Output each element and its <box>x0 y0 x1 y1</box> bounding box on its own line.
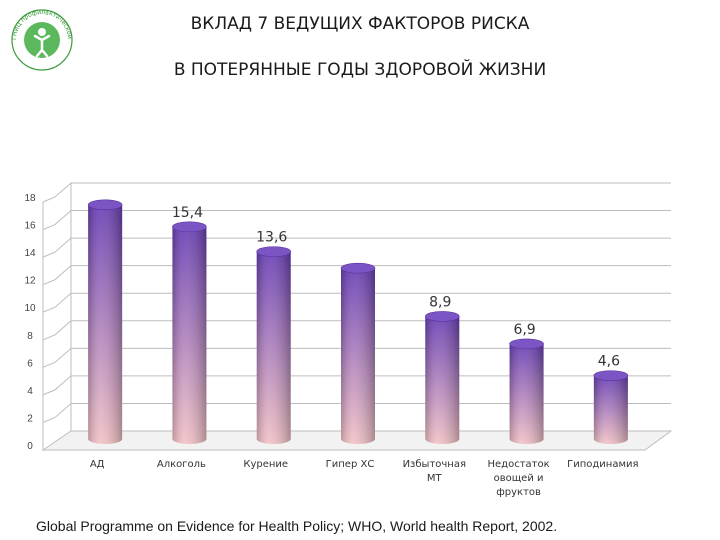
x-category-label: АД <box>90 459 105 470</box>
gridline <box>42 210 671 231</box>
y-tick-label: 16 <box>24 221 36 232</box>
data-label: 6,9 <box>513 322 535 338</box>
y-tick-label: 12 <box>24 276 36 287</box>
bar-shading <box>256 251 291 444</box>
x-category-label: МТ <box>427 473 443 484</box>
y-tick-label: 0 <box>27 441 33 452</box>
x-category-label: Избыточная <box>403 459 466 470</box>
gridline <box>42 237 671 258</box>
bar-top <box>593 370 629 381</box>
data-label: 8,9 <box>429 294 451 310</box>
chart-title-line2: В ПОТЕРЯННЫЕ ГОДЫ ЗДОРОВОЙ ЖИЗНИ <box>173 60 547 80</box>
bar-top <box>87 199 123 211</box>
bar <box>509 338 544 444</box>
bar-top <box>340 262 376 274</box>
bar <box>256 246 292 444</box>
bar-top <box>256 246 292 257</box>
bar <box>593 370 629 444</box>
gridline <box>42 182 671 203</box>
x-category-label: Алкоголь <box>157 459 206 470</box>
bar-top <box>424 311 460 322</box>
bar-shading <box>341 268 375 444</box>
bar-top <box>172 221 207 233</box>
bar-shading <box>172 226 207 444</box>
x-category-label: Гиподинамия <box>567 459 638 470</box>
x-category-label: Недостаток <box>488 459 550 470</box>
data-label: 15,4 <box>172 205 203 221</box>
y-tick-label: 2 <box>27 413 33 424</box>
x-category-label: фруктов <box>496 487 541 498</box>
bar <box>424 311 460 444</box>
y-tick-label: 18 <box>24 193 36 204</box>
x-category-label: Гипер ХС <box>326 459 375 470</box>
chart-title-line1: ВКЛАД 7 ВЕДУЩИХ ФАКТОРОВ РИСКА <box>190 14 530 34</box>
source-caption: Global Programme on Evidence for Health … <box>36 518 558 534</box>
data-label: 4,6 <box>598 354 620 370</box>
bar <box>87 199 123 444</box>
x-category-label: Курение <box>243 459 288 470</box>
bar-shading <box>425 316 460 444</box>
bar <box>340 262 376 444</box>
bar-shading <box>509 343 544 444</box>
bar <box>172 221 207 444</box>
y-tick-label: 14 <box>24 248 36 259</box>
x-category-label: овощей и <box>494 473 544 484</box>
bar-top <box>509 338 544 350</box>
y-tick-label: 10 <box>24 303 36 314</box>
bar-shading <box>88 204 123 444</box>
y-tick-label: 4 <box>27 386 33 397</box>
data-label: 13,6 <box>256 230 287 246</box>
logo-emblem: ГНИЦ профилактической медицины <box>2 0 73 71</box>
y-tick-label: 6 <box>27 358 33 369</box>
y-tick-label: 8 <box>27 331 33 342</box>
bar-shading <box>593 375 628 444</box>
